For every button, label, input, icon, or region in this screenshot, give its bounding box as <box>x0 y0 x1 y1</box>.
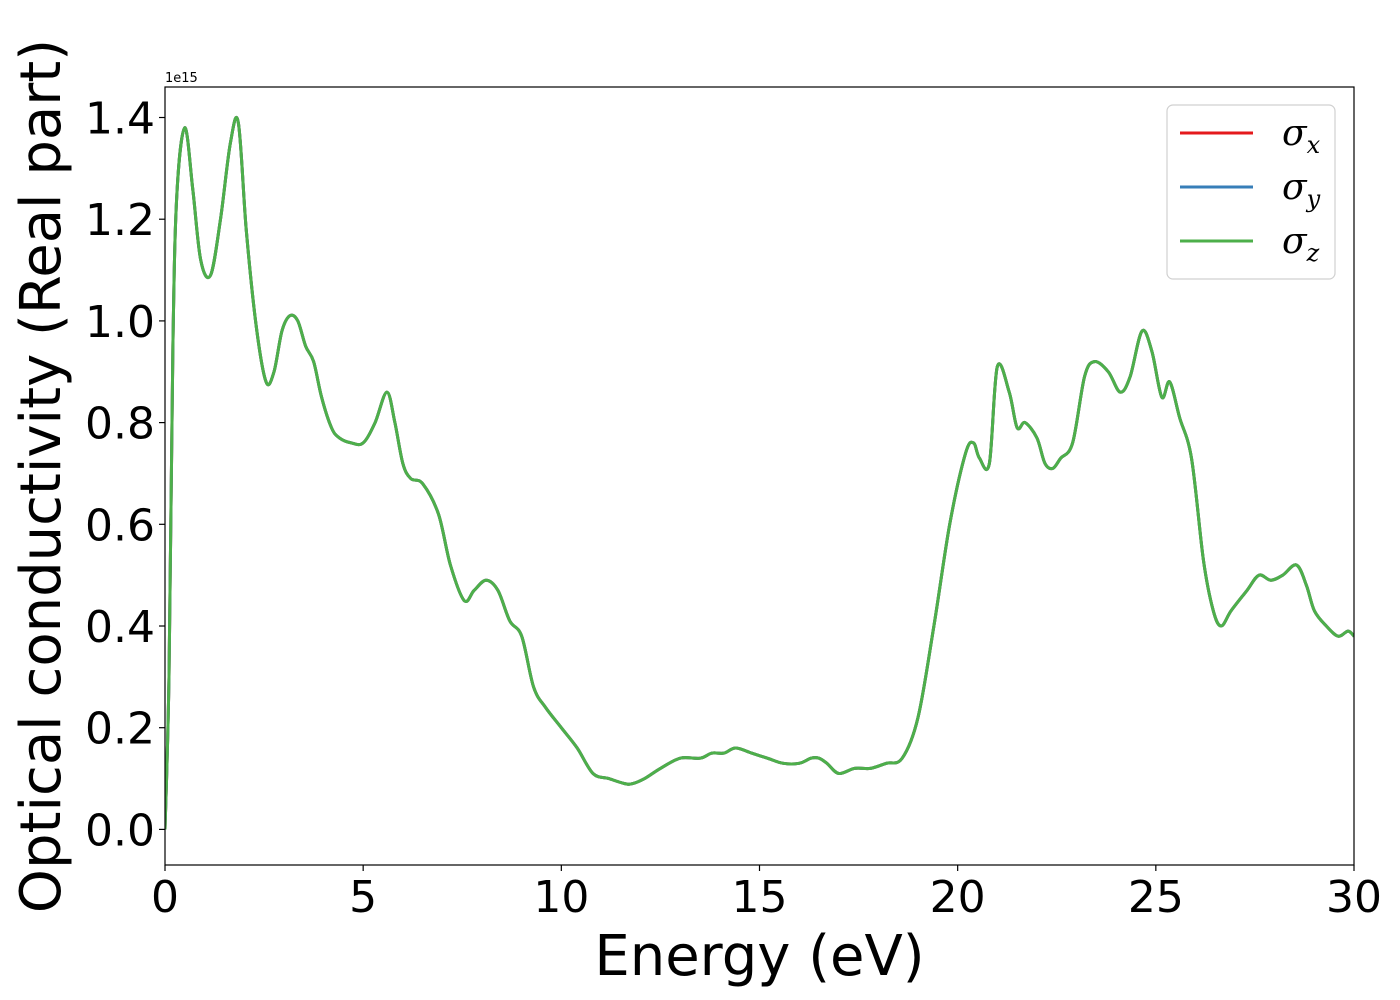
series-line-z <box>165 115 1354 830</box>
legend: σx σy σz <box>1166 104 1336 280</box>
legend-label-y: σy <box>1282 167 1321 213</box>
x-tick-label: 30 <box>1326 872 1382 923</box>
x-tick-label: 5 <box>349 872 377 923</box>
legend-label-z: σz <box>1282 221 1320 267</box>
y-tick-label: 1.0 <box>85 297 155 348</box>
x-axis-title: Energy (eV) <box>594 924 924 989</box>
series-layer <box>165 115 1354 830</box>
y-tick-label: 0.2 <box>85 704 155 755</box>
y-tick-label: 0.8 <box>85 399 155 450</box>
x-tick-label: 0 <box>151 872 179 923</box>
x-tick-label: 15 <box>732 872 788 923</box>
legend-box <box>1166 104 1336 280</box>
y-tick-label: 0.6 <box>85 500 155 551</box>
x-tick-label: 10 <box>533 872 589 923</box>
y-offset-text: 1e15 <box>165 71 198 86</box>
x-axis-ticks: 0 5 10 15 20 25 30 <box>151 865 1382 923</box>
y-tick-label: 1.4 <box>85 94 155 145</box>
x-tick-label: 25 <box>1128 872 1184 923</box>
x-tick-label: 20 <box>930 872 986 923</box>
y-axis-ticks: 0.0 0.2 0.4 0.6 0.8 1.0 1.2 1.4 <box>85 94 165 856</box>
legend-entries: σx σy σz <box>1180 113 1321 267</box>
y-tick-label: 1.2 <box>85 195 155 246</box>
legend-label-x: σx <box>1282 113 1321 159</box>
y-tick-label: 0.4 <box>85 602 155 653</box>
y-axis-title: Optical conductivity (Real part) <box>9 39 74 913</box>
y-tick-label: 0.0 <box>85 805 155 856</box>
